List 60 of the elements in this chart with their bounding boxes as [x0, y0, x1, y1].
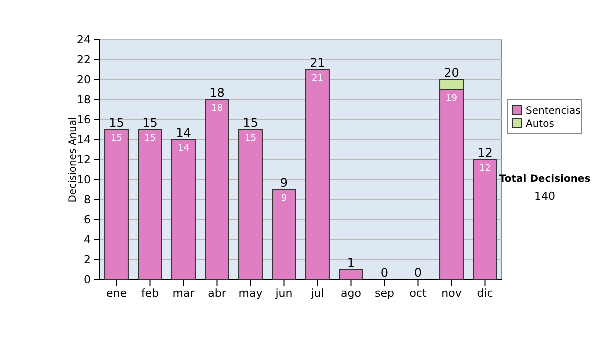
y-tick-label: 4 — [84, 234, 91, 247]
total-label: 20 — [444, 66, 460, 80]
data-label: 15 — [245, 134, 256, 144]
data-label: 21 — [312, 74, 324, 84]
y-tick-label: 12 — [77, 154, 91, 167]
x-tick-label: may — [238, 286, 264, 300]
text: 140 — [534, 190, 556, 203]
total-label: 21 — [310, 56, 326, 70]
legend-label: Autos — [526, 119, 554, 130]
x-tick-label: jun — [274, 286, 293, 300]
x-tick-label: sep — [375, 286, 395, 300]
bar — [306, 70, 330, 280]
bar — [138, 130, 162, 280]
annotation: Total Decisiones — [499, 174, 591, 185]
data-label: 19 — [446, 94, 458, 104]
bar — [104, 130, 129, 280]
data-label: 15 — [144, 134, 156, 144]
total-label: 14 — [176, 126, 192, 140]
total-label: 1 — [347, 256, 356, 270]
x-tick-label: ene — [106, 286, 128, 300]
data-label: 9 — [281, 194, 288, 204]
y-axis-title: Decisiones Anual — [68, 117, 79, 203]
total-label: 12 — [478, 146, 493, 160]
y-tick-label: 24 — [77, 34, 91, 47]
y-tick-label: 22 — [77, 54, 91, 67]
y-tick-label: 14 — [77, 134, 91, 147]
bar — [205, 100, 230, 280]
data-label: 12 — [480, 164, 491, 174]
x-tick-label: jul — [310, 286, 324, 300]
bar — [238, 130, 263, 280]
y-tick-label: 10 — [77, 174, 91, 187]
y-tick-label: 18 — [77, 94, 91, 107]
bar — [473, 160, 498, 280]
total-label: 9 — [280, 176, 288, 190]
x-tick-label: feb — [141, 286, 160, 300]
y-tick-label: 20 — [77, 74, 91, 87]
total-label: 0 — [380, 266, 389, 280]
y-tick-label: 2 — [84, 254, 91, 267]
data-label: 15 — [111, 134, 122, 144]
bar — [172, 140, 196, 280]
x-tick-label: oct — [410, 286, 428, 300]
bar — [272, 190, 296, 280]
total-label: 15 — [142, 116, 158, 130]
x-tick-label: ago — [341, 286, 362, 300]
x-tick-label: nov — [442, 286, 462, 300]
y-tick-label: 16 — [77, 114, 91, 127]
y-tick-label: 6 — [84, 214, 91, 227]
x-tick-label: mar — [172, 286, 196, 300]
data-label: 18 — [212, 104, 224, 114]
total-label: 15 — [243, 116, 258, 130]
bar — [339, 270, 364, 280]
total-label: 15 — [109, 116, 124, 130]
data-label: 14 — [178, 144, 190, 154]
y-tick-label: 0 — [84, 274, 91, 287]
legend-label: Sentencias — [526, 106, 581, 117]
total-label: 0 — [414, 266, 422, 280]
y-tick-label: 8 — [84, 194, 91, 207]
x-tick-label: dic — [477, 286, 494, 300]
x-tick-label: abr — [208, 286, 227, 300]
total-label: 18 — [210, 86, 225, 100]
